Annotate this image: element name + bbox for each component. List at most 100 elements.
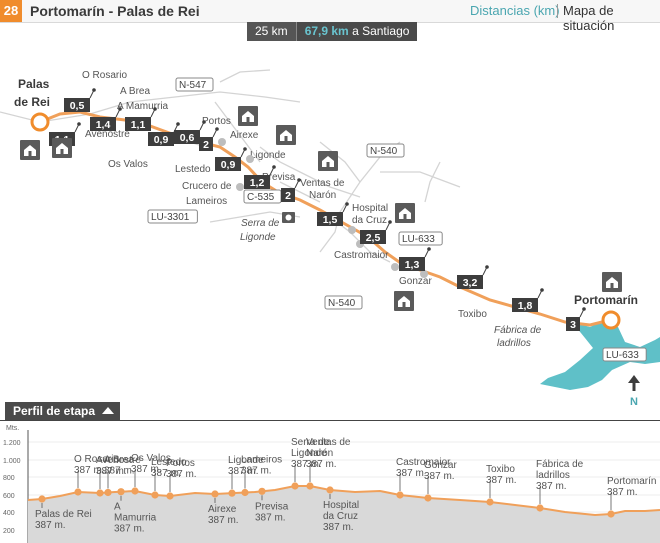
profile-place-alt: 387 m. — [228, 466, 259, 477]
santiago-distance-label: a Santiago — [348, 24, 410, 38]
profile-place-name: Hospital — [323, 500, 359, 511]
albergue-icon[interactable] — [20, 140, 40, 160]
profile-point[interactable] — [166, 492, 174, 500]
town-marker[interactable] — [30, 112, 50, 132]
profile-place-name: Avenostre — [96, 455, 141, 466]
town-marker[interactable] — [601, 310, 621, 330]
badge-pin — [202, 120, 206, 124]
road-label: LU-633 — [606, 350, 639, 361]
village-dot — [236, 183, 244, 191]
albergue-icon[interactable] — [395, 203, 415, 223]
badge-pin — [77, 122, 81, 126]
profile-place-name: Ligonde — [228, 455, 264, 466]
profile-point[interactable] — [536, 504, 544, 512]
distances-link[interactable]: Distancias (km) — [470, 3, 560, 18]
road-label: LU-633 — [402, 234, 435, 245]
profile-point[interactable] — [96, 489, 104, 497]
albergue-icon[interactable] — [238, 106, 258, 126]
stage-title: Portomarín - Palas de Rei — [30, 3, 200, 19]
profile-point[interactable] — [424, 494, 432, 502]
profile-place-alt: 387 m. — [166, 469, 197, 480]
profile-point[interactable] — [131, 487, 139, 495]
distance-badge — [566, 317, 580, 331]
profile-point[interactable] — [486, 498, 494, 506]
profile-place-name: Mamurria — [114, 513, 157, 524]
albergue-icon[interactable] — [318, 151, 338, 171]
village-label: Lameiros — [186, 196, 227, 207]
albergue-icon[interactable] — [394, 291, 414, 311]
profile-point[interactable] — [38, 495, 46, 503]
profile-place-name: Lestedo — [151, 457, 187, 468]
profile-point[interactable] — [291, 482, 299, 490]
road-badge — [324, 295, 363, 310]
distance-badge — [148, 132, 174, 146]
road-label: C-535 — [247, 192, 275, 203]
village-label: A Mamurria — [117, 101, 169, 112]
profile-point[interactable] — [74, 488, 82, 496]
badge-pin — [345, 202, 349, 206]
profile-point[interactable] — [117, 488, 125, 496]
viewpoint-icon[interactable] — [282, 212, 295, 223]
village-dot — [218, 138, 226, 146]
albergue-icon[interactable] — [602, 272, 622, 292]
badge-pin — [582, 307, 586, 311]
badge-pin — [427, 247, 431, 251]
profile-point[interactable] — [228, 489, 236, 497]
profile-point[interactable] — [151, 491, 159, 499]
village-dot — [420, 270, 428, 278]
profile-y-tick: 400 — [3, 510, 15, 517]
village-label: Airexe — [230, 130, 259, 141]
profile-place-alt: 387 m. — [35, 520, 66, 531]
profile-place-name: Lameiros — [241, 455, 282, 466]
profile-place-name: Ventas de — [306, 437, 351, 448]
distance-value: 3,2 — [463, 277, 478, 289]
badge-pin — [92, 88, 96, 92]
situation-map-link[interactable]: Mapa de situación — [563, 3, 615, 33]
albergue-icon[interactable] — [276, 125, 296, 145]
profile-y-tick: 1.000 — [3, 458, 21, 465]
albergue-icon[interactable] — [52, 138, 72, 158]
profile-place-alt: 387 m. — [291, 459, 322, 470]
road-label: N-547 — [179, 80, 207, 91]
road-badge — [366, 143, 405, 158]
profile-place-alt: 387 m. — [208, 515, 239, 526]
profile-point[interactable] — [258, 487, 266, 495]
distance-badge — [199, 137, 213, 151]
profile-place-name: Ligonde — [291, 448, 327, 459]
distance-badge — [64, 98, 90, 112]
distance-value: 1,5 — [323, 214, 338, 226]
profile-point[interactable] — [396, 491, 404, 499]
profile-point[interactable] — [211, 490, 219, 498]
profile-place-name: O Rosario — [74, 454, 119, 465]
profile-place-name: Narón — [306, 448, 333, 459]
profile-place-alt: 387 m. — [104, 465, 135, 476]
village-label: Os Valos — [108, 159, 148, 170]
distance-badge — [244, 175, 270, 189]
profile-place-name: Gonzar — [424, 460, 457, 471]
village-label: Serra de — [241, 218, 280, 229]
badge-pin — [388, 220, 392, 224]
distance-value: 1,8 — [518, 300, 533, 312]
profile-place-name: Serra de — [291, 437, 330, 448]
distance-value: 0,9 — [154, 134, 169, 146]
profile-y-tick: 1.200 — [3, 440, 21, 447]
profile-point[interactable] — [306, 482, 314, 490]
distance-badge — [512, 298, 538, 312]
road-label: LU-3301 — [151, 212, 190, 223]
distance-value: 2,5 — [366, 232, 381, 244]
profile-point[interactable] — [241, 488, 249, 497]
profile-y-tick: 800 — [3, 475, 15, 482]
route-map[interactable]: Palas de Rei Portomarín O Rosario A Brea A Ma… — [0, 42, 660, 422]
profile-point[interactable] — [326, 486, 334, 494]
distance-badge — [215, 157, 241, 171]
profile-place-name: ladrillos — [536, 470, 570, 481]
profile-place-alt: 387 m. — [74, 465, 105, 476]
profile-point[interactable] — [607, 510, 615, 518]
profile-point[interactable] — [104, 488, 112, 497]
profile-place-name: Portos — [166, 458, 195, 469]
profile-tab[interactable]: Perfil de etapa — [5, 402, 120, 420]
village-label: Previsa — [262, 172, 296, 183]
profile-place-alt: 387 m. — [396, 468, 427, 479]
road-label: N-540 — [370, 146, 398, 157]
profile-place-name: Os Valos — [131, 453, 171, 464]
